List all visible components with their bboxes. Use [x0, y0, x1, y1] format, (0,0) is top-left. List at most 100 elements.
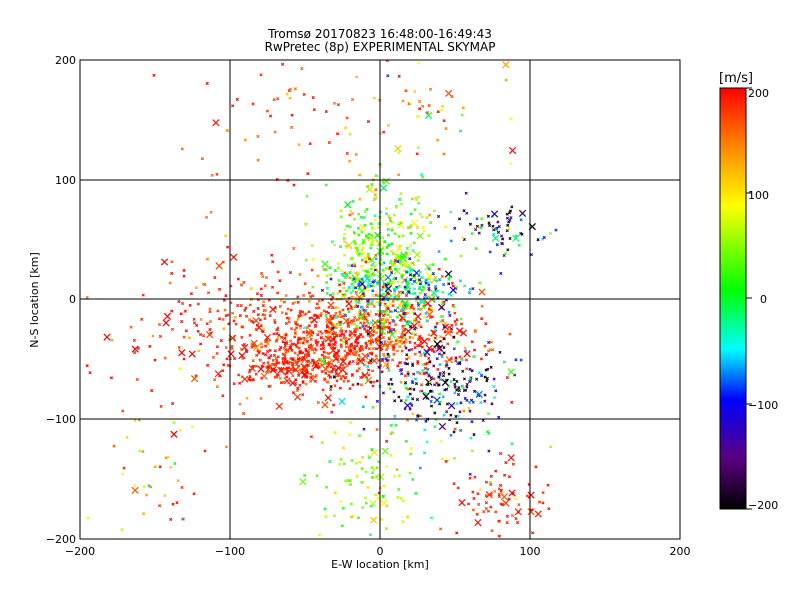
data-point	[409, 305, 413, 309]
data-point	[381, 391, 385, 395]
data-point	[389, 294, 393, 298]
data-point	[380, 370, 384, 374]
data-point	[390, 310, 394, 314]
data-point	[240, 335, 244, 339]
data-point	[510, 205, 514, 209]
data-point	[329, 385, 333, 389]
data-point	[403, 407, 407, 411]
data-point	[329, 365, 333, 369]
data-point	[321, 260, 329, 268]
data-point	[315, 343, 319, 347]
data-point	[365, 360, 370, 364]
data-point	[170, 260, 174, 264]
data-point	[365, 207, 369, 211]
data-point	[464, 349, 468, 353]
data-point	[518, 209, 527, 217]
data-point	[438, 392, 442, 396]
data-point	[326, 333, 331, 337]
data-point	[356, 516, 361, 520]
data-point	[360, 258, 364, 262]
data-point	[327, 343, 331, 347]
data-point	[437, 303, 446, 311]
data-point	[356, 341, 360, 345]
data-point	[323, 507, 327, 511]
data-point	[371, 471, 375, 475]
data-point	[243, 308, 247, 312]
data-point	[394, 339, 398, 343]
data-point	[470, 420, 474, 424]
data-point	[408, 392, 412, 396]
data-point	[215, 172, 219, 176]
data-point	[357, 252, 362, 256]
data-point	[287, 320, 291, 324]
data-point	[422, 287, 426, 291]
data-point	[398, 345, 402, 349]
data-point	[409, 402, 413, 406]
data-point	[486, 412, 491, 416]
data-point	[371, 289, 375, 293]
data-point	[157, 322, 162, 327]
data-point	[504, 460, 508, 465]
data-point	[396, 306, 400, 310]
data-point	[508, 146, 517, 155]
data-point	[416, 114, 420, 119]
data-point	[425, 272, 434, 280]
data-point	[317, 365, 321, 369]
data-point	[263, 344, 268, 348]
data-point	[336, 262, 340, 266]
data-point	[396, 221, 405, 229]
data-point	[373, 214, 377, 218]
data-point	[251, 320, 255, 324]
data-point	[510, 513, 514, 518]
x-tick-label-0: 0	[377, 545, 384, 558]
data-point	[420, 173, 424, 177]
data-point	[307, 353, 311, 358]
data-point	[301, 380, 305, 385]
data-point	[412, 274, 416, 278]
data-point	[240, 283, 244, 287]
data-point	[403, 303, 411, 311]
data-point	[345, 300, 353, 308]
data-point	[410, 310, 415, 314]
data-point	[290, 362, 294, 366]
data-point	[249, 287, 253, 291]
data-point	[422, 351, 426, 355]
data-point	[354, 353, 358, 357]
data-point	[333, 384, 337, 388]
data-point	[382, 354, 386, 358]
data-point	[224, 346, 228, 350]
data-point	[205, 257, 209, 261]
data-point	[497, 224, 501, 229]
data-point	[367, 454, 371, 458]
data-point	[304, 312, 308, 316]
data-point	[374, 253, 378, 257]
data-point	[405, 357, 409, 361]
data-point	[231, 104, 235, 108]
data-point	[224, 314, 228, 318]
data-point	[426, 367, 430, 371]
data-point	[160, 258, 169, 266]
data-point	[273, 349, 277, 353]
data-point	[260, 345, 264, 349]
data-point	[248, 375, 252, 379]
data-point	[266, 349, 270, 353]
data-point	[369, 233, 374, 237]
data-point	[358, 326, 362, 330]
data-point	[480, 317, 484, 321]
data-point	[359, 375, 363, 379]
data-point	[457, 217, 462, 221]
data-point	[325, 351, 329, 355]
data-point	[499, 488, 503, 492]
data-point	[433, 275, 437, 279]
data-point	[272, 353, 276, 357]
data-point	[441, 395, 445, 399]
data-point	[341, 363, 345, 367]
data-point	[439, 439, 443, 443]
data-point	[362, 311, 367, 315]
data-point	[394, 256, 398, 260]
data-point	[478, 281, 482, 285]
data-point	[496, 230, 501, 234]
data-point	[343, 253, 347, 257]
data-point	[283, 353, 287, 357]
data-point	[504, 78, 508, 82]
